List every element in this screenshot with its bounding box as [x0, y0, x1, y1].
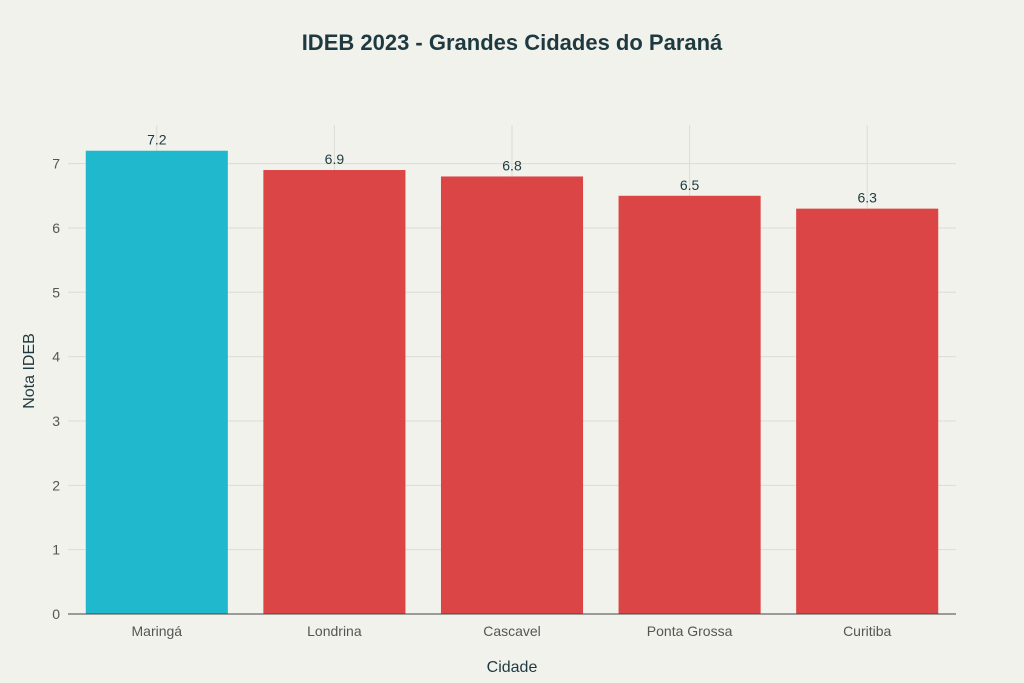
y-tick-label: 1 [52, 542, 60, 558]
bar [440, 176, 584, 614]
bar-data-label: 6.8 [502, 157, 522, 173]
x-tick-label: Curitiba [843, 623, 891, 639]
x-tick-label: Maringá [132, 623, 183, 639]
bar-data-label: 6.3 [857, 190, 877, 206]
bars-layer [85, 150, 939, 615]
y-tick-label: 5 [52, 284, 60, 300]
y-axis-title: Nota IDEB [21, 333, 38, 409]
x-tick-label: Cascavel [483, 623, 541, 639]
x-tick-label: Londrina [307, 623, 362, 639]
axis-layer: 0 1 2 3 4 5 6 7 Maringá Londrina Cascavel Ponta Gro… [52, 156, 956, 639]
chart-title: IDEB 2023 - Grandes Cidades do Paraná [302, 30, 723, 55]
y-tick-label: 3 [52, 413, 60, 429]
labels-layer: 7.2 6.9 6.8 6.5 6.3 [147, 132, 877, 206]
y-tick-label: 6 [52, 220, 60, 236]
y-tick-label: 2 [52, 477, 60, 493]
bar [796, 208, 939, 615]
bar [618, 195, 761, 615]
x-axis-title: Cidade [487, 659, 538, 676]
bar [85, 150, 228, 614]
bar-data-label: 6.9 [325, 151, 345, 167]
y-tick-label: 4 [52, 349, 60, 365]
y-tick-label: 7 [52, 156, 60, 172]
bar-data-label: 7.2 [147, 132, 167, 148]
y-tick-label: 0 [52, 606, 60, 622]
x-tick-label: Ponta Grossa [647, 623, 733, 639]
bar-data-label: 6.5 [680, 177, 700, 193]
bar [263, 170, 406, 614]
